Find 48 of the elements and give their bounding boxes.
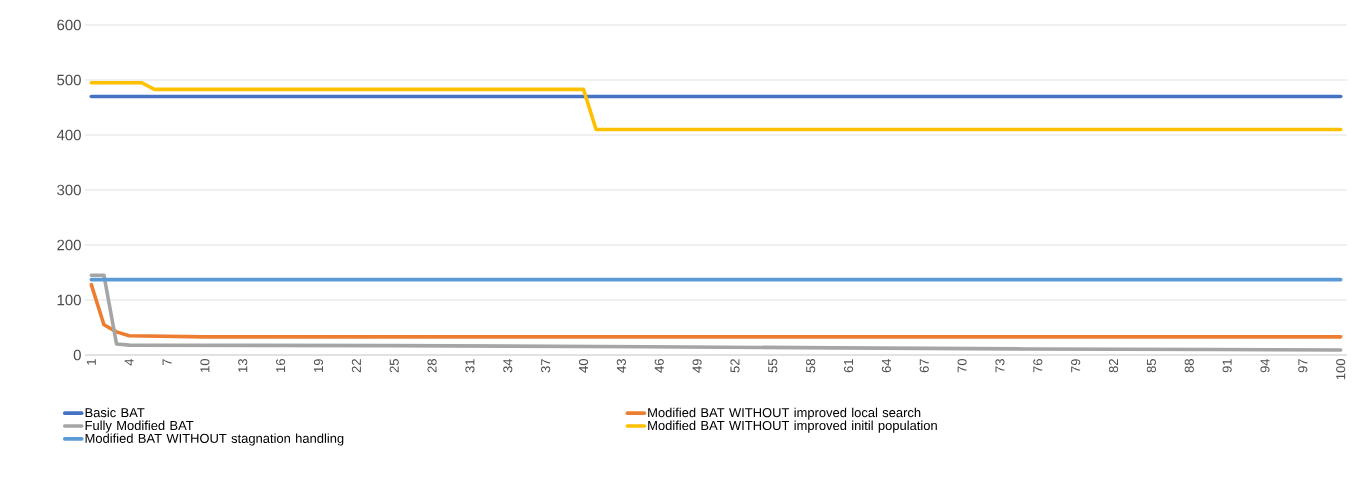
x-tick-label: 34 [503, 358, 513, 373]
x-tick-label: 67 [919, 359, 929, 373]
legend-label: Modified BAT WITHOUT improved local search [648, 407, 921, 420]
x-tick-label: 31 [465, 359, 475, 373]
x-tick-label: 28 [427, 359, 437, 373]
x-tick-label: 37 [541, 359, 551, 373]
x-tick-label: 46 [654, 359, 664, 373]
x-tick-label: 13 [238, 359, 248, 372]
x-tick-label: 91 [1222, 359, 1232, 373]
x-tick-label: 70 [957, 359, 967, 373]
legend-label: Fully Modified BAT [85, 420, 194, 433]
x-tick-label: 49 [692, 359, 702, 373]
x-tick-label: 100 [1336, 359, 1346, 380]
x-tick-label: 10 [200, 359, 210, 372]
legend-label: Modified BAT WITHOUT stagnation handling [85, 433, 344, 446]
line-series [89, 273, 1343, 352]
x-tick-label: 55 [768, 359, 778, 373]
x-tick-label: 85 [1146, 359, 1156, 373]
x-tick-label: 25 [389, 359, 399, 373]
y-tick-label: 300 [57, 184, 81, 196]
line-series [89, 282, 1343, 339]
x-tick-label: 61 [843, 359, 854, 373]
x-tick-label: 73 [995, 359, 1005, 373]
x-tick-label: 82 [1108, 359, 1119, 373]
x-tick-label: 94 [1260, 358, 1270, 373]
x-tick-label: 76 [1033, 359, 1043, 373]
y-tick-label: 200 [57, 239, 81, 251]
y-tick-label: 600 [57, 19, 81, 31]
legend-label: Basic BAT [85, 407, 145, 418]
y-tick-label: 0 [73, 349, 81, 361]
x-tick-label: 97 [1298, 359, 1308, 373]
x-tick-label: 64 [881, 358, 891, 373]
y-tick-label: 400 [56, 129, 81, 141]
x-tick-label: 4 [124, 358, 134, 366]
x-tick-label: 88 [1184, 359, 1194, 373]
x-tick-label: 7 [162, 359, 172, 366]
x-tick-label: 19 [313, 359, 324, 372]
x-tick-label: 52 [730, 359, 740, 373]
x-tick-label: 40 [578, 359, 589, 373]
y-tick-label: 500 [57, 74, 81, 86]
x-tick-label: 1 [86, 359, 96, 365]
x-tick-label: 43 [616, 359, 626, 373]
x-tick-label: 16 [276, 359, 286, 372]
legend-label: Modified BAT WITHOUT improved initil population [648, 420, 937, 433]
y-tick-label: 100 [57, 294, 81, 306]
x-tick-label: 58 [806, 359, 816, 373]
x-tick-label: 22 [351, 359, 361, 373]
x-tick-label: 79 [1071, 359, 1081, 373]
